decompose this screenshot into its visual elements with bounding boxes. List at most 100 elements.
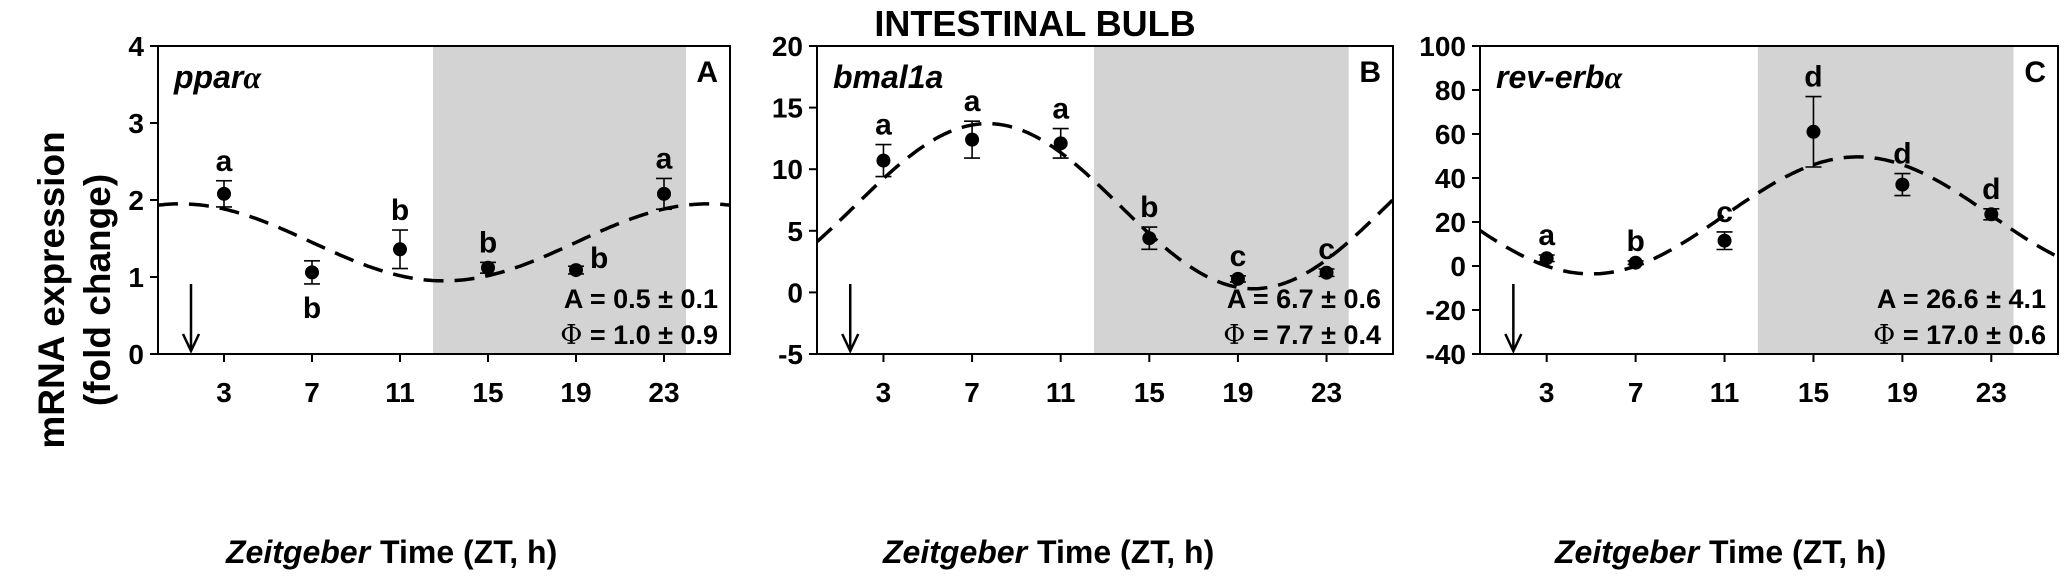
significance-letter: b: [303, 292, 321, 325]
y-tick-label: 4: [128, 31, 144, 62]
x-tick-label: 19: [560, 377, 591, 408]
data-point: [569, 263, 583, 278]
panel-b: -5 0 5 10 15 20 3 7 11 15 19 23 a a a b c c bmal1a B A = 6.7…: [772, 31, 1394, 408]
dark-phase-shading: [433, 46, 686, 354]
x-axis-label-rest: Time (ZT, h): [1709, 534, 1886, 570]
cosinor-fit-line: [1480, 155, 2058, 276]
x-axis-label-a: Zeitgeber Time (ZT, h): [225, 534, 557, 570]
data-point: [1717, 233, 1732, 248]
y-tick-label: 60: [1435, 119, 1466, 150]
y-tick-label: 5: [787, 216, 803, 247]
y-tick-label: 100: [1419, 31, 1466, 62]
plot-frame: [816, 45, 1394, 355]
significance-letter: b: [1626, 225, 1644, 258]
data-point: [657, 186, 671, 201]
significance-letter: c: [1230, 240, 1247, 273]
x-tick-label: 23: [1311, 377, 1342, 408]
x-axis-label-rest: Time (ZT, h): [1037, 534, 1214, 570]
arrow-head: [841, 333, 860, 354]
y-tick-label: 2: [128, 185, 144, 216]
panel-letter: B: [1359, 56, 1381, 89]
x-tick-label: 11: [1046, 377, 1076, 408]
x-tick-label: 7: [1628, 377, 1644, 408]
data-point: [1053, 136, 1068, 151]
x-tick-label: 15: [472, 377, 503, 408]
x-axis-label-b: Zeitgeber Time (ZT, h): [882, 534, 1214, 570]
data-point: [1984, 207, 1999, 222]
acrophase-stat: Φ = 7.7 ± 0.4: [1223, 320, 1381, 351]
figure-title: INTESTINAL BULB: [874, 3, 1195, 44]
x-tick-label: 15: [1798, 377, 1829, 408]
panel-c: -40 -20 0 20 40 60 80 100 3 7 11 15 19 23 a b c d d d rev-er…: [1419, 31, 2059, 408]
significance-letter: b: [391, 194, 409, 227]
x-tick-label: 23: [648, 377, 679, 408]
dark-phase-shading: [1093, 46, 1349, 354]
cosinor-fit-line: [158, 202, 730, 283]
y-tick-label: 1: [128, 262, 144, 293]
x-axis-label-c: Zeitgeber Time (ZT, h): [1554, 534, 1886, 570]
x-tick-label: 3: [216, 377, 232, 408]
arrow-head: [181, 333, 201, 354]
significance-letter: a: [1538, 219, 1555, 252]
data-point: [305, 265, 319, 280]
y-tick-label: 0: [128, 339, 144, 370]
x-axis-label-italic: Zeitgeber: [1554, 534, 1701, 570]
x-tick-label: 3: [876, 377, 892, 408]
x-tick-label: 3: [1539, 377, 1555, 408]
x-tick-label: 7: [304, 377, 320, 408]
data-point: [1806, 124, 1821, 139]
plot-frame: [1479, 45, 2059, 355]
data-point: [1895, 177, 1910, 192]
x-tick-label: 11: [385, 377, 415, 408]
y-tick-label: -20: [1426, 295, 1466, 326]
gene-label: rev-erbα: [1496, 59, 1624, 95]
significance-letter: d: [1893, 138, 1911, 171]
significance-letter: a: [656, 142, 673, 175]
significance-letter: b: [479, 226, 497, 259]
x-tick-label: 23: [1976, 377, 2007, 408]
y-tick-label: -5: [778, 339, 803, 370]
x-axis-label-italic: Zeitgeber: [882, 534, 1029, 570]
acrophase-stat: Φ = 17.0 ± 0.6: [1873, 320, 2046, 351]
y-tick-label: 40: [1435, 163, 1466, 194]
significance-letter: d: [1804, 61, 1822, 94]
data-point: [1539, 251, 1554, 266]
x-tick-label: 15: [1134, 377, 1165, 408]
significance-letter: a: [216, 145, 233, 178]
significance-letter: b: [590, 242, 608, 275]
data-point: [481, 260, 495, 275]
data-point: [1628, 255, 1643, 270]
cosinor-fit-line: [817, 121, 1393, 291]
data-point: [217, 186, 231, 201]
data-point: [876, 153, 891, 168]
y-tick-label: 20: [1435, 207, 1466, 238]
significance-letter: c: [1318, 233, 1335, 266]
y-axis-label-line2: (fold change): [77, 174, 118, 406]
x-axis-label-rest: Time (ZT, h): [380, 534, 557, 570]
amplitude-stat: A = 0.5 ± 0.1: [564, 284, 718, 314]
data-point: [1230, 271, 1245, 286]
panel-letter: A: [696, 56, 718, 89]
significance-letter: a: [964, 85, 981, 118]
y-tick-label: -40: [1426, 339, 1466, 370]
data-point: [393, 242, 407, 257]
data-point: [1319, 265, 1334, 280]
arrow-head: [1504, 333, 1523, 354]
y-tick-label: 15: [772, 93, 803, 124]
y-tick-label: 20: [772, 31, 803, 62]
amplitude-stat: A = 6.7 ± 0.6: [1227, 284, 1381, 314]
significance-letter: d: [1982, 173, 2000, 206]
amplitude-stat: A = 26.6 ± 4.1: [1877, 284, 2046, 314]
data-point: [965, 132, 980, 147]
significance-letter: b: [1140, 191, 1158, 224]
x-tick-label: 19: [1887, 377, 1918, 408]
acrophase-stat: Φ = 1.0 ± 0.9: [560, 320, 718, 351]
significance-letter: a: [875, 109, 892, 142]
y-tick-label: 80: [1435, 75, 1466, 106]
panel-letter: C: [2024, 56, 2046, 89]
x-axis-label-italic: Zeitgeber: [225, 534, 372, 570]
y-tick-label: 3: [128, 108, 144, 139]
y-tick-label: 0: [1450, 251, 1466, 282]
x-tick-label: 19: [1222, 377, 1253, 408]
